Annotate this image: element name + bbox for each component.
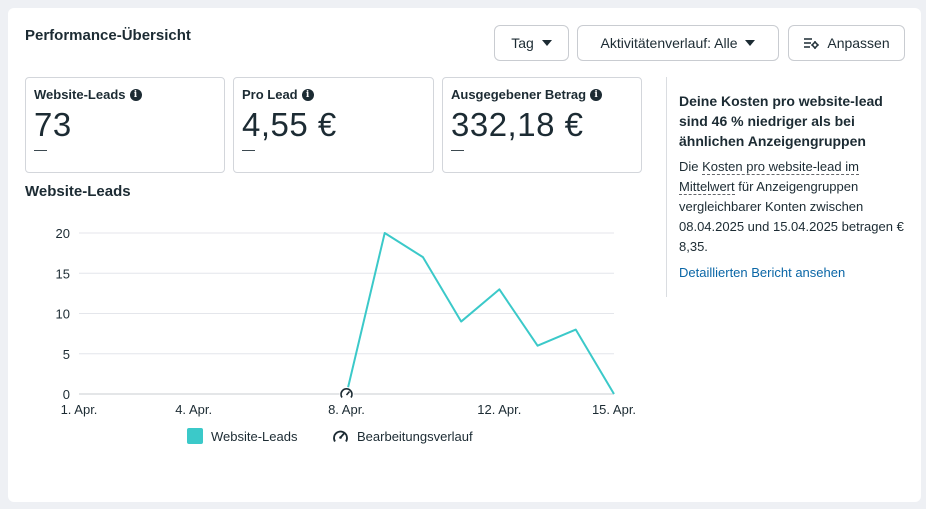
metric-change: — [242,142,255,157]
insight-title: Deine Kosten pro website-lead sind 46 % … [679,93,883,149]
metric-card-cost-per-lead[interactable]: Pro Lead i 4,55 € — [233,77,434,173]
website-leads-chart: 0 5 10 15 20 1. Apr. 4. Apr. 8. Apr. 12. Apr. 15.… [56,226,637,417]
metric-label: Ausgegebener Betrag i [451,87,641,102]
info-icon[interactable]: i [301,88,314,101]
metric-change: — [451,142,464,157]
gauge-icon [333,430,348,442]
legend-swatch [187,428,203,444]
day-dropdown[interactable]: Tag [494,25,569,61]
metric-label-text: Ausgegebener Betrag [451,87,587,102]
divider [666,77,667,297]
legend-label: Bearbeitungsverlauf [357,429,473,444]
metric-card-amount-spent[interactable]: Ausgegebener Betrag i 332,18 € — [442,77,642,173]
legend-item-edit-history[interactable]: Bearbeitungsverlauf [332,428,473,445]
metric-label-text: Pro Lead [242,87,298,102]
page-title: Performance-Übersicht [25,27,191,44]
edit-history-marker-needle [345,390,351,396]
info-icon[interactable]: i [590,88,603,101]
metric-value: 332,18 € [451,106,584,143]
x-tick-label: 15. Apr. [592,402,636,417]
chart-title: Website-Leads [25,183,131,200]
customize-button[interactable]: Anpassen [788,25,905,61]
edit-history-marker-icon [340,388,353,398]
day-dropdown-label: Tag [511,35,534,51]
y-tick-label: 10 [56,307,70,322]
metric-label-text: Website-Leads [34,87,126,102]
x-tick-label: 1. Apr. [61,402,98,417]
metric-card-website-leads[interactable]: Website-Leads i 73 — [25,77,225,173]
detailed-report-link[interactable]: Detaillierten Bericht ansehen [679,265,846,280]
insight-body: Die Kosten pro website-lead im Mittelwer… [679,157,911,257]
legend-item-website-leads[interactable]: Website-Leads [187,428,297,444]
y-tick-label: 5 [63,347,70,362]
metric-change: — [34,142,47,157]
customize-icon [804,38,820,49]
customize-label: Anpassen [827,35,890,51]
x-tick-label: 12. Apr. [477,402,521,417]
metric-label: Website-Leads i [34,87,224,102]
x-tick-label: 4. Apr. [175,402,212,417]
activity-history-dropdown[interactable]: Aktivitätenverlauf: Alle [577,25,779,61]
metric-label: Pro Lead i [242,87,433,102]
chevron-down-icon [541,40,552,46]
insight-body-suffix: für Anzeigengruppen vergleichbarer Konte… [679,179,904,254]
y-tick-label: 20 [56,226,70,241]
x-tick-label: 8. Apr. [328,402,365,417]
y-tick-label: 0 [63,387,70,402]
legend-label: Website-Leads [211,428,298,444]
activity-history-label: Aktivitätenverlauf: Alle [600,35,738,51]
insight-term-tooltip[interactable]: Kosten pro website-lead im Mittelwert [679,159,859,195]
performance-card: Performance-Übersicht Tag Aktivitätenver… [8,8,921,502]
chevron-down-icon [745,40,756,46]
metric-value: 4,55 € [242,106,337,143]
info-icon[interactable]: i [129,88,142,101]
insight-panel: Deine Kosten pro website-lead sind 46 % … [679,91,911,280]
metric-value: 73 [34,106,72,143]
insight-body-prefix: Die [679,159,703,174]
y-tick-label: 15 [56,266,70,281]
series-line-website-leads [345,232,615,395]
